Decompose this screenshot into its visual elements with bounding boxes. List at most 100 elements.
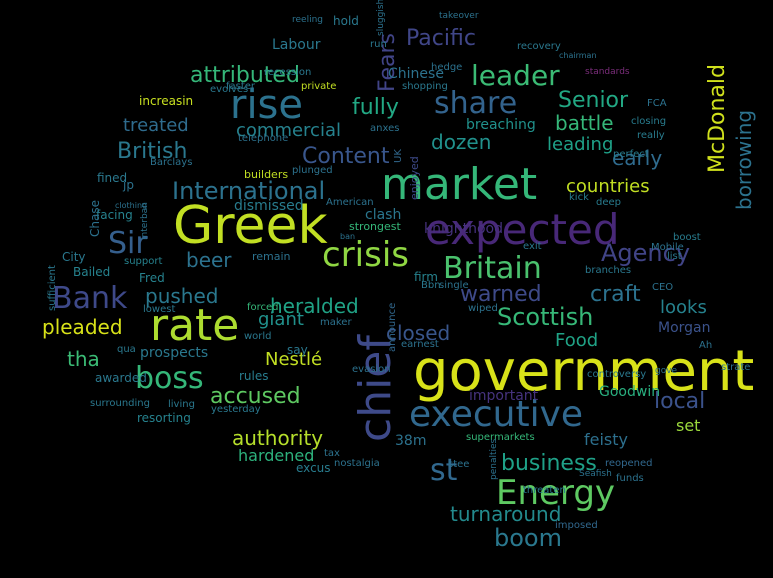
- word-morgan: Morgan: [658, 320, 711, 336]
- word-fully: fully: [352, 95, 399, 120]
- word-crisis: crisis: [322, 235, 409, 275]
- word-important: important: [469, 388, 539, 404]
- word-labour: Labour: [272, 37, 321, 53]
- word-awarded: awarded: [95, 371, 147, 385]
- word-barclays: Barclays: [150, 157, 192, 168]
- word-hardened: hardened: [238, 446, 314, 465]
- word-really: really: [637, 130, 665, 141]
- word-breaching: breaching: [466, 117, 536, 133]
- word-food: Food: [555, 330, 598, 351]
- word-local: local: [654, 389, 705, 414]
- word-support: support: [124, 256, 162, 267]
- word-giant: giant: [258, 309, 304, 330]
- word-deep: deep: [596, 197, 621, 208]
- word-chief: chief: [350, 334, 401, 442]
- word-rules: rules: [239, 369, 269, 383]
- word-energy: Energy: [496, 473, 615, 513]
- word-city: City: [62, 250, 86, 264]
- word-38m: 38m: [395, 433, 426, 449]
- word-reeling: reeling: [292, 15, 323, 25]
- word-american: American: [326, 197, 374, 208]
- word-evasion: evasion: [352, 364, 391, 375]
- word-fred: Fred: [139, 271, 165, 285]
- word-closed: closed: [386, 321, 450, 345]
- word-international: International: [172, 177, 325, 205]
- word-standards: standards: [585, 67, 630, 77]
- word-british: British: [117, 139, 187, 164]
- word-controversy: controversy: [587, 369, 646, 380]
- word-rate: rate: [150, 300, 239, 351]
- word-boss: boss: [135, 361, 204, 396]
- word-excus: excus: [296, 461, 331, 475]
- word-yesterday: yesterday: [211, 404, 261, 415]
- word-pushed: pushed: [145, 284, 218, 308]
- word-perfect: perfect: [613, 149, 649, 160]
- word-reopened: reopened: [605, 458, 653, 469]
- word-evolves: evolves: [210, 84, 248, 95]
- word-living: living: [168, 399, 195, 410]
- word-tax: tax: [324, 448, 340, 459]
- word-builders: builders: [244, 168, 288, 181]
- word-qua: qua: [117, 344, 136, 355]
- word-ah: Ah: [699, 340, 712, 351]
- word-sir: Sir: [108, 226, 148, 261]
- word-increasin: increasin: [139, 94, 193, 108]
- word-market: market: [381, 159, 537, 210]
- word-sufficient: sufficient: [47, 265, 58, 311]
- word-takeover: takeover: [439, 11, 479, 21]
- word-dismissed: dismissed: [234, 198, 304, 214]
- word-expected: expected: [425, 205, 620, 254]
- word-mcdonald: McDonald: [705, 64, 730, 173]
- word-strate: strate: [721, 362, 750, 373]
- word-threaten: threaten: [523, 485, 566, 496]
- word-exit: exit: [523, 241, 542, 252]
- word-set: set: [676, 416, 700, 435]
- word-surrounding: surrounding: [90, 398, 150, 409]
- word-borrowing: borrowing: [732, 110, 756, 210]
- word-hedge: hedge: [431, 62, 462, 73]
- word-plunged: plunged: [292, 165, 333, 176]
- word-st: st: [430, 453, 458, 488]
- word-government: government: [413, 339, 754, 404]
- word-mobile: Mobile: [651, 242, 684, 253]
- word-stee: stee: [448, 459, 469, 470]
- word-enjoyed: enjoyed: [408, 156, 421, 200]
- word-facing: facing: [96, 208, 133, 222]
- word-rise: rise: [230, 82, 303, 128]
- word-authority: authority: [232, 426, 323, 450]
- word-world: world: [244, 331, 272, 342]
- word-penalties: penalties: [489, 438, 499, 480]
- word-boost: boost: [673, 232, 701, 243]
- word-firm: firm: [414, 270, 438, 284]
- word-greek: Greek: [173, 196, 328, 256]
- word-tha: tha: [67, 347, 100, 371]
- word-closing: closing: [631, 116, 666, 127]
- word-private: private: [301, 81, 336, 92]
- word-gove: gove: [655, 366, 678, 376]
- word-scottish: Scottish: [497, 303, 593, 331]
- word-warned: warned: [460, 282, 542, 307]
- word-feisty: feisty: [584, 430, 628, 449]
- word-strongest: strongest: [349, 220, 402, 233]
- word-turnaround: turnaround: [450, 502, 561, 526]
- word-resorting: resorting: [137, 411, 191, 425]
- word-countries: countries: [566, 176, 650, 197]
- word-chinese: Chinese: [388, 66, 444, 82]
- word-branches: branches: [585, 265, 631, 276]
- word-imposed: imposed: [555, 520, 598, 531]
- word-run: run: [370, 39, 387, 50]
- word-faster: faster: [226, 81, 256, 92]
- word-list: list: [667, 251, 682, 262]
- word-pleaded: pleaded: [42, 315, 123, 339]
- word-agency: Agency: [601, 239, 690, 267]
- word-executive: executive: [409, 394, 583, 435]
- word-fears: Fears: [375, 33, 400, 92]
- word-battle: battle: [555, 111, 614, 135]
- word-britain: Britain: [443, 251, 542, 286]
- word-say: say: [287, 343, 308, 357]
- word-ceo: CEO: [652, 282, 673, 293]
- word-bank: Bank: [52, 281, 128, 316]
- word-chairman: chairman: [559, 51, 597, 60]
- word-early: early: [612, 146, 662, 170]
